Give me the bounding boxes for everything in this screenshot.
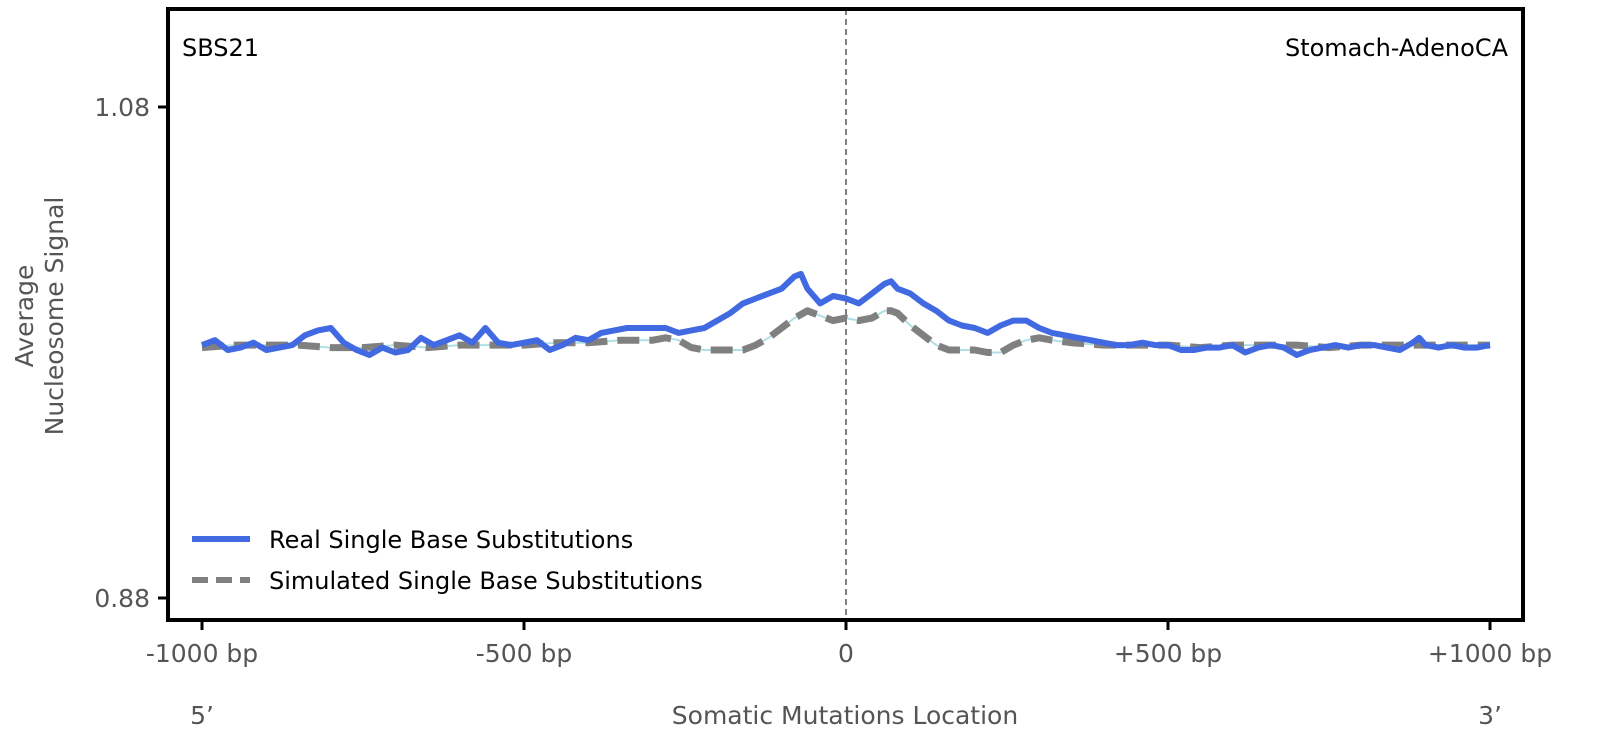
x-tick-label: 0	[838, 639, 854, 668]
legend-item-real: Real Single Base Substitutions	[192, 526, 633, 554]
x-tick-label: -1000 bp	[146, 639, 258, 668]
y-tick-label: 0.88	[94, 584, 150, 613]
x-end-label-5prime: 5’	[190, 701, 214, 730]
plot-area	[200, 9, 1491, 620]
legend: Real Single Base Substitutions Simulated…	[192, 526, 703, 595]
legend-label-real: Real Single Base Substitutions	[269, 526, 633, 554]
series-layer	[200, 270, 1491, 358]
y-axis-ticks: 0.88 1.08	[94, 93, 168, 613]
y-axis-title-line-2: Nucleosome Signal	[40, 197, 69, 436]
x-axis-title: Somatic Mutations Location	[672, 701, 1018, 730]
y-axis-title: Average Nucleosome Signal	[10, 197, 69, 436]
x-tick-label: +500 bp	[1114, 639, 1222, 668]
series-line-real	[200, 270, 1491, 358]
x-axis-ticks: -1000 bp -500 bp 0 +500 bp +1000 bp	[146, 620, 1552, 668]
legend-label-simulated: Simulated Single Base Substitutions	[269, 567, 703, 595]
cancer-type-label: Stomach-AdenoCA	[1285, 34, 1509, 62]
x-tick-label: +1000 bp	[1428, 639, 1552, 668]
y-axis-title-line-1: Average	[10, 265, 39, 368]
legend-item-simulated: Simulated Single Base Substitutions	[192, 567, 703, 595]
x-end-label-3prime: 3’	[1478, 701, 1502, 730]
x-tick-label: -500 bp	[476, 639, 572, 668]
y-tick-label: 1.08	[94, 93, 150, 122]
signature-label: SBS21	[182, 34, 259, 62]
